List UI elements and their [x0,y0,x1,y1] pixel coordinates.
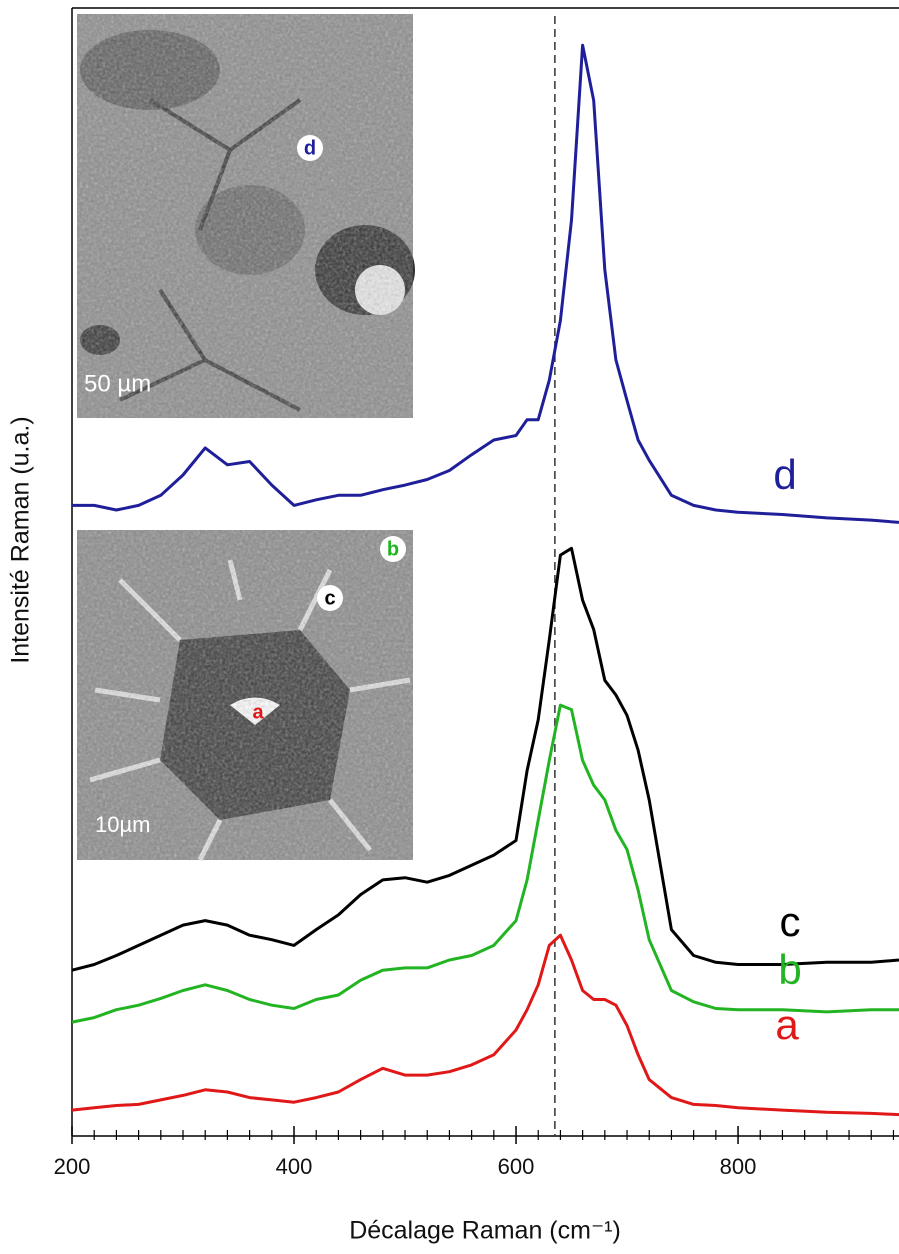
series-label: c [780,898,801,945]
series-label: a [775,1001,799,1048]
inset-marker: d [304,137,316,159]
series-line [71,703,899,1024]
x-tick-label: 600 [498,1154,535,1179]
x-tick-label: 800 [720,1154,757,1179]
series-label: b [778,946,801,993]
inset-grain [77,530,413,860]
series-label: d [773,451,796,498]
inset-image-2: b c a 10µm [77,530,413,862]
inset-marker: a [252,701,264,723]
inset-marker-bg [297,135,323,161]
y-axis-title: Intensité Raman (u.a.) [7,416,35,663]
x-axis-title: Décalage Raman (cm⁻¹) [349,1217,621,1245]
x-tick-label: 400 [276,1154,313,1179]
inset-marker-bg [380,536,406,562]
inset-marker: c [324,587,335,609]
series-line [71,546,899,972]
inset-grain [77,14,413,418]
inset-marker-bg [317,585,343,611]
scale-label: 50 µm [84,370,151,397]
series-line [72,43,899,524]
x-tick-label: 200 [54,1154,91,1179]
scale-label: 10µm [95,812,150,837]
inset-marker: b [387,538,399,560]
axes-frame [71,7,899,1137]
series-line [71,933,899,1117]
inset-image-1: d 50 µm [77,14,415,418]
